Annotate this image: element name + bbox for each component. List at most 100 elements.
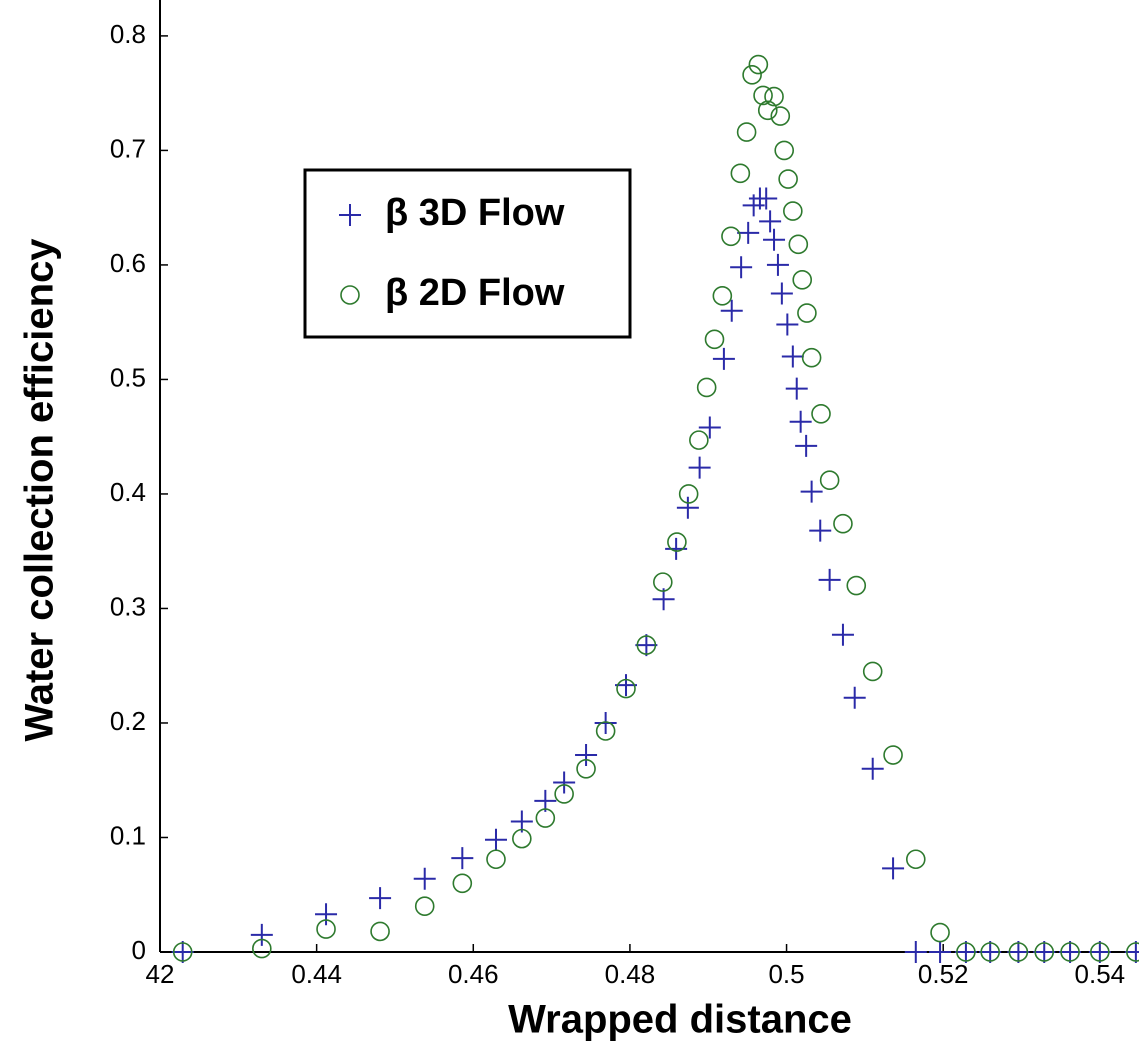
data-point xyxy=(171,941,194,963)
data-point xyxy=(370,921,390,942)
data-point xyxy=(652,588,675,611)
data-point xyxy=(956,942,976,962)
data-point xyxy=(831,623,854,646)
data-point xyxy=(757,100,778,121)
data-point xyxy=(862,661,883,682)
y-axis-title: Water collection efficiency xyxy=(18,238,62,742)
data-point xyxy=(748,54,769,75)
data-point xyxy=(369,887,392,910)
data-point xyxy=(797,303,817,323)
data-point xyxy=(833,513,853,534)
data-point xyxy=(766,253,789,276)
data-point xyxy=(250,923,273,946)
legend-marker xyxy=(339,204,361,226)
x-tick-label: 0.5 xyxy=(768,959,804,989)
data-point xyxy=(689,430,709,450)
y-tick-label: 0.1 xyxy=(110,820,146,850)
legend-label: β 3D Flow xyxy=(385,192,565,234)
data-point xyxy=(1008,942,1029,962)
data-point xyxy=(730,163,751,184)
data-point xyxy=(688,456,711,479)
data-point xyxy=(954,941,977,963)
data-point xyxy=(1126,942,1139,962)
data-point xyxy=(930,922,950,943)
data-point xyxy=(594,711,617,734)
data-point xyxy=(785,377,808,400)
data-point xyxy=(811,403,831,424)
data-point xyxy=(783,201,803,221)
data-point xyxy=(781,345,804,368)
data-point xyxy=(736,122,757,142)
legend-box xyxy=(303,168,632,339)
data-point xyxy=(819,470,840,491)
data-point xyxy=(980,942,1000,962)
y-tick-label: 0.5 xyxy=(110,362,146,392)
y-tick-label: 0.6 xyxy=(110,248,146,278)
data-point xyxy=(730,256,753,279)
data-point xyxy=(818,568,841,591)
y-tick-label: 0.8 xyxy=(110,19,146,49)
data-point xyxy=(905,849,926,870)
data-point xyxy=(929,941,952,963)
x-tick-label: 0.52 xyxy=(918,959,969,989)
data-point xyxy=(667,532,687,552)
data-point xyxy=(712,347,735,370)
x-tick-label: 0.48 xyxy=(605,959,656,989)
data-point xyxy=(696,377,717,398)
data-point xyxy=(755,187,778,210)
data-point xyxy=(882,857,905,880)
data-point xyxy=(414,896,435,916)
data-point xyxy=(576,758,596,779)
data-point xyxy=(510,810,533,833)
data-point xyxy=(789,410,812,433)
data-point xyxy=(595,721,616,741)
data-point xyxy=(575,744,598,767)
data-point xyxy=(172,942,193,962)
data-point xyxy=(753,85,773,106)
data-point xyxy=(720,299,743,322)
legend-label: β 2D Flow xyxy=(385,272,565,314)
data-point xyxy=(534,789,557,812)
data-point xyxy=(484,828,507,851)
y-tick-label: 0.2 xyxy=(110,706,146,736)
data-point xyxy=(413,867,436,890)
data-point xyxy=(704,329,725,350)
data-point xyxy=(512,828,532,849)
data-point xyxy=(979,941,1002,963)
y-tick-label: 0.3 xyxy=(110,591,146,621)
data-point xyxy=(315,903,338,926)
data-point xyxy=(801,347,822,368)
data-point xyxy=(846,575,867,596)
data-point xyxy=(792,270,813,290)
data-point xyxy=(635,634,658,657)
data-point xyxy=(676,496,699,519)
y-tick-label: 0 xyxy=(132,935,146,965)
data-point xyxy=(535,808,556,828)
data-point xyxy=(678,484,699,504)
data-point xyxy=(800,480,823,503)
data-point xyxy=(737,221,760,244)
data-point xyxy=(778,169,798,189)
data-point xyxy=(843,686,866,709)
data-point xyxy=(861,757,884,780)
legend-marker xyxy=(340,285,360,305)
data-point xyxy=(1059,941,1082,963)
data-point xyxy=(1124,941,1139,963)
data-point xyxy=(1090,942,1110,962)
data-point xyxy=(759,210,782,233)
data-point xyxy=(653,572,673,592)
data-point xyxy=(1060,942,1080,962)
data-point xyxy=(795,434,818,457)
y-tick-label: 0.7 xyxy=(110,133,146,163)
data-point xyxy=(452,873,473,894)
data-point xyxy=(712,286,733,306)
data-point xyxy=(721,226,741,247)
x-tick-label: 0.54 xyxy=(1075,959,1126,989)
data-point xyxy=(451,847,474,870)
data-point xyxy=(486,849,506,870)
data-point xyxy=(776,313,799,336)
data-point xyxy=(1034,942,1055,962)
data-point xyxy=(742,65,762,85)
data-point xyxy=(764,86,784,107)
